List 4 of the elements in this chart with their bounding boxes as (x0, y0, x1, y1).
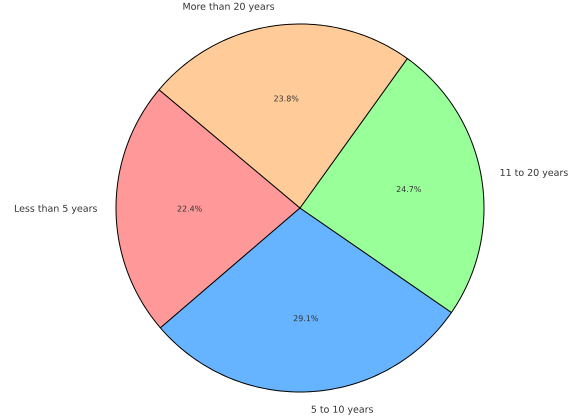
slice-label: More than 20 years (183, 2, 274, 12)
slice-label: 11 to 20 years (500, 168, 568, 178)
slice-label: Less than 5 years (14, 204, 97, 214)
slice-label: 5 to 10 years (312, 406, 374, 415)
